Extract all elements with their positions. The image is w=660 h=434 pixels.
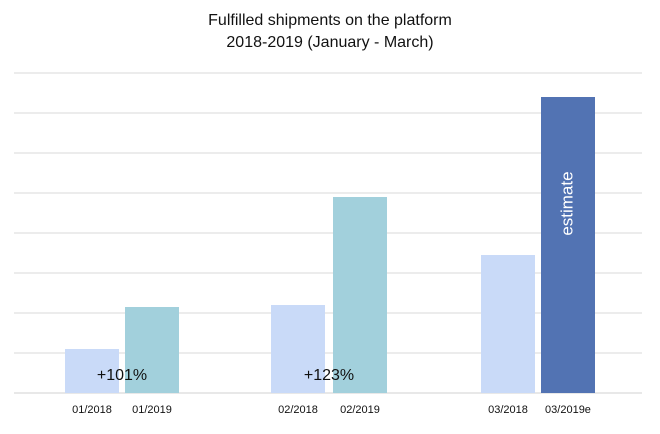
- x-tick-label: 01/2018: [72, 404, 112, 416]
- x-tick-label: 02/2018: [278, 404, 318, 416]
- bar-02-2018: [271, 305, 325, 393]
- chart-title-block: Fulfilled shipments on the platform 2018…: [0, 10, 660, 54]
- x-tick-label: 02/2019: [340, 404, 380, 416]
- chart-subtitle: 2018-2019 (January - March): [226, 34, 434, 51]
- x-tick-label: 01/2019: [132, 404, 172, 416]
- annotations: +101% +123% estimate: [97, 171, 577, 384]
- bar-inline-label: estimate: [557, 171, 576, 235]
- bar-01-2018: [65, 349, 119, 393]
- bar-03-2019e: [541, 97, 595, 393]
- growth-annotation: +123%: [304, 367, 354, 384]
- growth-annotation: +101%: [97, 367, 147, 384]
- bars: [65, 97, 595, 393]
- x-axis-labels: 01/2018 01/2019 02/2018 02/2019 03/2018 03/20…: [72, 404, 591, 416]
- bar-01-2019: [125, 307, 179, 393]
- bar-02-2019: [333, 197, 387, 393]
- chart-title: Fulfilled shipments on the platform: [208, 12, 452, 29]
- bar-03-2018: [481, 255, 535, 393]
- x-tick-label: 03/2019e: [545, 404, 591, 416]
- x-tick-label: 03/2018: [488, 404, 528, 416]
